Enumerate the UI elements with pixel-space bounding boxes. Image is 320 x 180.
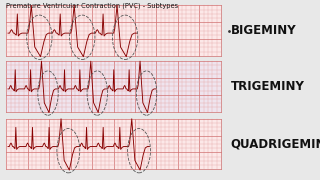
Bar [6,61,221,112]
Bar [6,5,221,56]
Text: Premature Ventricular Contraction (PVC) - Subtypes: Premature Ventricular Contraction (PVC) … [6,3,179,9]
Text: QUADRIGEMINY: QUADRIGEMINY [230,138,320,150]
Text: TRIGEMINY: TRIGEMINY [230,80,304,93]
Bar [6,119,221,169]
Text: BIGEMINY: BIGEMINY [230,24,296,37]
